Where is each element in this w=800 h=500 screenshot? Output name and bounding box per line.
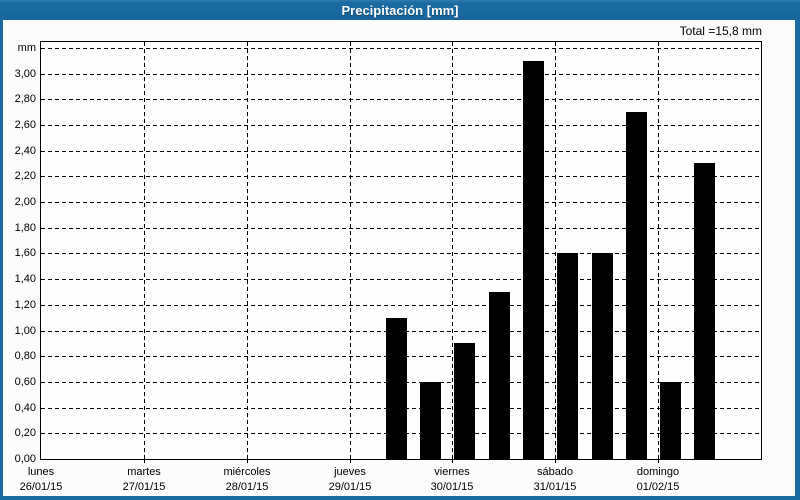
- h-gridline: [41, 228, 761, 229]
- y-tick-label: 3,00: [14, 68, 36, 80]
- v-gridline: [350, 42, 351, 459]
- y-axis-unit-label: mm: [17, 42, 36, 54]
- v-gridline: [452, 42, 453, 459]
- v-gridline: [658, 42, 659, 459]
- precipitation-bar-viernes-s2: [523, 61, 544, 459]
- x-tick-mark: [555, 459, 556, 463]
- h-gridline: [41, 125, 761, 126]
- precipitation-bar-viernes-s1: [489, 292, 510, 459]
- v-gridline: [144, 42, 145, 459]
- x-date-label: 31/01/15: [533, 481, 577, 493]
- h-gridline: [41, 74, 761, 75]
- x-tick-mark: [350, 459, 351, 463]
- h-gridline: [41, 176, 761, 177]
- y-tick-label: 1,00: [14, 325, 36, 337]
- h-gridline: [41, 279, 761, 280]
- x-tick-mark: [144, 459, 145, 463]
- x-day-label: viernes: [434, 466, 470, 478]
- precipitation-bar-jueves-s2: [420, 382, 441, 459]
- titlebar: Precipitación [mm]: [0, 0, 800, 20]
- x-date-label: 29/01/15: [328, 481, 372, 493]
- precipitation-bar-domingo-s1: [694, 163, 715, 459]
- y-tick-label: 1,40: [14, 273, 36, 285]
- precipitation-bar-domingo-s0: [660, 382, 681, 459]
- total-label: Total =15,8 mm: [679, 24, 762, 38]
- y-tick-label: 2,00: [14, 196, 36, 208]
- y-tick-label: 2,40: [14, 145, 36, 157]
- v-gridline: [247, 42, 248, 459]
- x-date-label: 28/01/15: [225, 481, 269, 493]
- x-date-label: 26/01/15: [19, 481, 63, 493]
- x-day-label: martes: [127, 466, 161, 478]
- y-tick-label: 2,20: [14, 170, 36, 182]
- y-tick-label: 0,60: [14, 376, 36, 388]
- h-gridline: [41, 48, 761, 49]
- h-gridline: [41, 99, 761, 100]
- y-tick-label: 1,80: [14, 222, 36, 234]
- precipitation-bar-sábado-s2: [626, 112, 647, 459]
- x-date-label: 01/02/15: [636, 481, 680, 493]
- x-date-label: 30/01/15: [430, 481, 474, 493]
- precipitation-bar-jueves-s1: [386, 318, 407, 459]
- x-day-label: domingo: [636, 466, 680, 478]
- y-tick-label: 2,80: [14, 93, 36, 105]
- y-tick-label: 2,60: [14, 119, 36, 131]
- x-date-label: 27/01/15: [122, 481, 166, 493]
- x-tick-mark: [247, 459, 248, 463]
- h-gridline: [41, 202, 761, 203]
- x-day-label: sábado: [536, 466, 574, 478]
- x-day-label: miércoles: [223, 466, 271, 478]
- precipitation-bar-sábado-s0: [557, 253, 578, 459]
- y-tick-label: 1,60: [14, 247, 36, 259]
- x-tick-mark: [452, 459, 453, 463]
- chart-title: Precipitación [mm]: [341, 2, 459, 18]
- x-tick-mark: [658, 459, 659, 463]
- y-tick-label: 0,00: [14, 453, 36, 465]
- x-day-label: lunes: [27, 466, 55, 478]
- y-tick-label: 1,20: [14, 299, 36, 311]
- precipitation-bar-viernes-s0: [454, 343, 475, 459]
- plot-area: [40, 41, 762, 460]
- h-gridline: [41, 253, 761, 254]
- v-gridline: [555, 42, 556, 459]
- y-tick-label: 0,20: [14, 427, 36, 439]
- h-gridline: [41, 305, 761, 306]
- h-gridline: [41, 151, 761, 152]
- x-day-label: jueves: [334, 466, 366, 478]
- y-tick-label: 0,80: [14, 350, 36, 362]
- precipitation-bar-sábado-s1: [592, 253, 613, 459]
- y-tick-label: 0,40: [14, 402, 36, 414]
